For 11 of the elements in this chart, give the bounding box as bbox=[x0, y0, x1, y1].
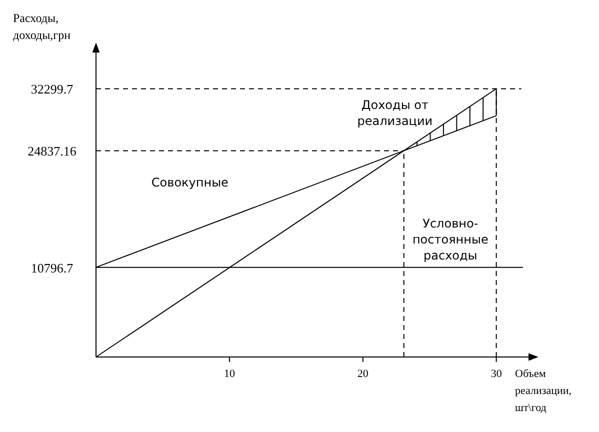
text: Совокупные bbox=[151, 176, 228, 190]
x-tick-label: 10 bbox=[224, 368, 236, 380]
y-tick-label: 32299.7 bbox=[30, 82, 74, 97]
x-tick-label: 20 bbox=[357, 368, 369, 380]
y-axis-title: Расходы, доходы,грн bbox=[13, 11, 72, 42]
series-label: Условно-постоянные расходы bbox=[412, 216, 488, 262]
series-label: Доходы от реализации bbox=[357, 98, 433, 128]
y-tick-label: 24837.16 bbox=[28, 144, 77, 159]
x-axis-title: Объем реализации, шт\год bbox=[515, 368, 572, 414]
x-tick-label: 30 bbox=[490, 368, 502, 380]
y-tick-label: 10796.7 bbox=[30, 260, 74, 276]
